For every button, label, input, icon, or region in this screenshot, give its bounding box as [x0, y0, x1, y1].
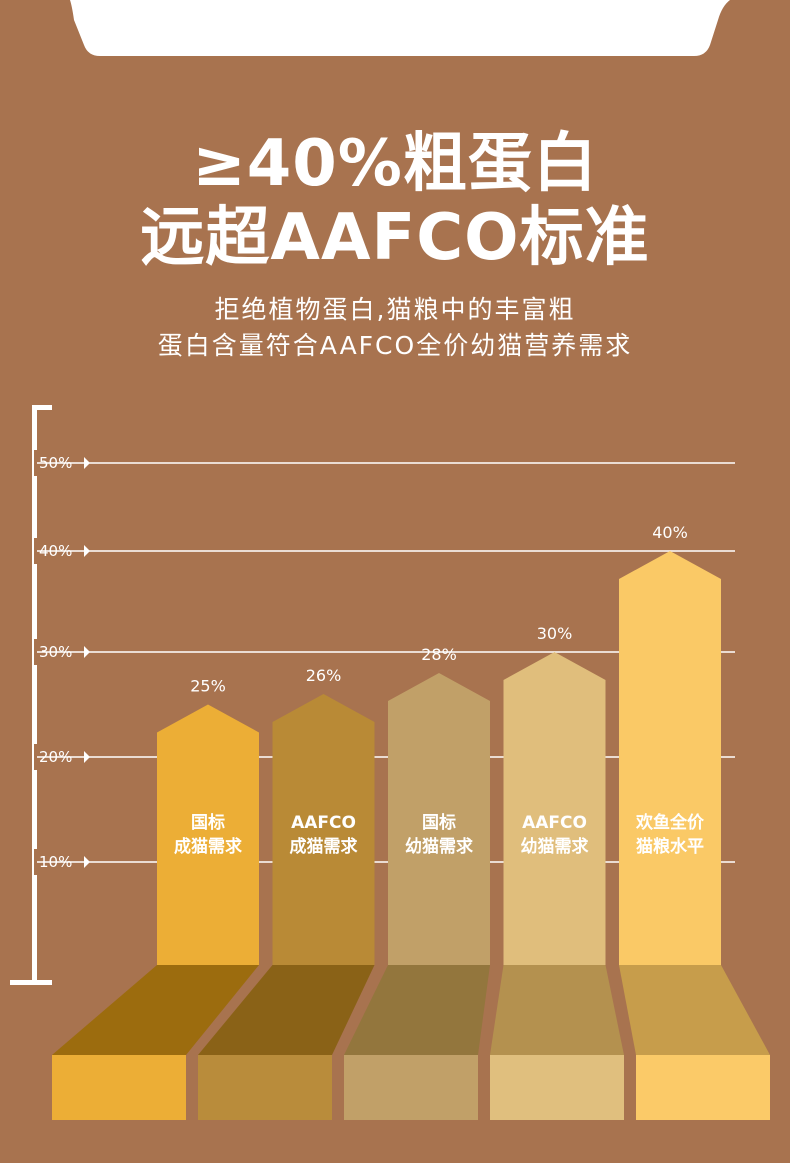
bar — [157, 704, 259, 965]
bar-base-front — [344, 1055, 478, 1120]
data-label: 40% — [652, 523, 688, 542]
category-label: 国标 — [191, 812, 225, 833]
category-label: 幼猫需求 — [405, 836, 473, 857]
y-axis: 10%20%30%40%50% — [10, 405, 90, 985]
bars — [157, 551, 721, 965]
subtitle-line1: 拒绝植物蛋白,猫粮中的丰富粗 — [214, 295, 576, 324]
category-label: 成猫需求 — [174, 836, 242, 857]
y-axis-bottom-cap — [10, 980, 52, 985]
bar — [619, 551, 721, 965]
gridlines — [37, 462, 735, 863]
category-label: 猫粮水平 — [636, 836, 704, 857]
data-label: 28% — [421, 645, 457, 664]
bar-base-front — [490, 1055, 624, 1120]
top-tab-decoration — [70, 0, 730, 56]
page-title-line1: ≥40%粗蛋白 — [192, 127, 598, 201]
subtitle-line2: 蛋白含量符合AAFCO全价幼猫营养需求 — [157, 331, 633, 360]
y-axis-top-cap — [32, 405, 52, 410]
category-label: 欢鱼全价 — [635, 812, 705, 833]
bar — [503, 652, 606, 965]
category-label: 国标 — [422, 812, 456, 833]
data-label: 30% — [537, 624, 573, 643]
bar-base-top — [52, 965, 259, 1055]
data-label: 26% — [306, 666, 342, 685]
bar-base-top — [344, 965, 490, 1055]
page-title-line2: 远超AAFCO标准 — [140, 201, 650, 275]
bar-base-front — [636, 1055, 770, 1120]
bar-base-top — [490, 965, 624, 1055]
bar-base-front — [52, 1055, 186, 1120]
bar-base-top — [619, 965, 770, 1055]
y-axis-line — [32, 405, 37, 985]
data-label: 25% — [190, 677, 226, 696]
category-label: AAFCO — [522, 813, 587, 833]
category-label: AAFCO — [291, 813, 356, 833]
category-label: 幼猫需求 — [521, 836, 589, 857]
bar — [388, 673, 490, 965]
bar-bases — [52, 965, 770, 1120]
category-label: 成猫需求 — [290, 836, 358, 857]
bar-base-front — [198, 1055, 332, 1120]
bar — [272, 694, 375, 965]
bar-base-top — [198, 965, 375, 1055]
